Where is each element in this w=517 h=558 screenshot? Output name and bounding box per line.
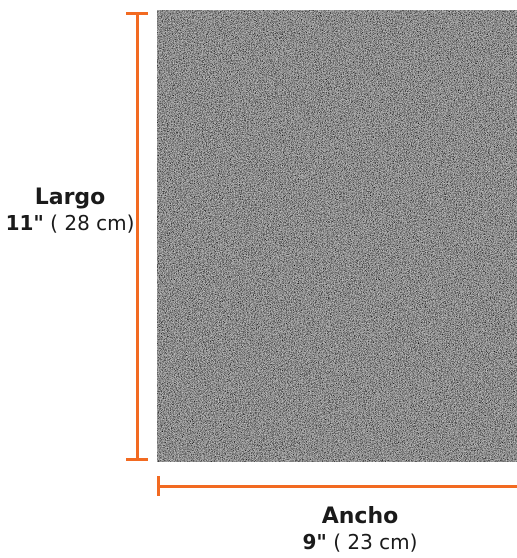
width-label: Ancho 9" ( 23 cm)	[300, 504, 420, 554]
length-dimension-cap-top	[126, 12, 148, 15]
length-inches: 11"	[5, 211, 44, 236]
sandpaper-sheet	[157, 10, 517, 462]
width-metric: ( 23 cm)	[326, 530, 418, 555]
width-dimension-line	[157, 485, 517, 488]
length-label-name: Largo	[34, 185, 106, 210]
width-label-name: Ancho	[321, 504, 399, 529]
width-dimension-cap-left	[157, 476, 160, 496]
length-label-size: 11" ( 28 cm)	[0, 211, 140, 235]
sandpaper-texture	[157, 10, 517, 462]
length-dimension-cap-bottom	[126, 458, 148, 461]
length-label: Largo 11" ( 28 cm)	[0, 185, 140, 235]
length-metric: ( 28 cm)	[43, 211, 135, 236]
width-inches: 9"	[302, 530, 327, 555]
width-label-size: 9" ( 23 cm)	[300, 530, 420, 554]
length-dimension-line	[136, 12, 139, 461]
